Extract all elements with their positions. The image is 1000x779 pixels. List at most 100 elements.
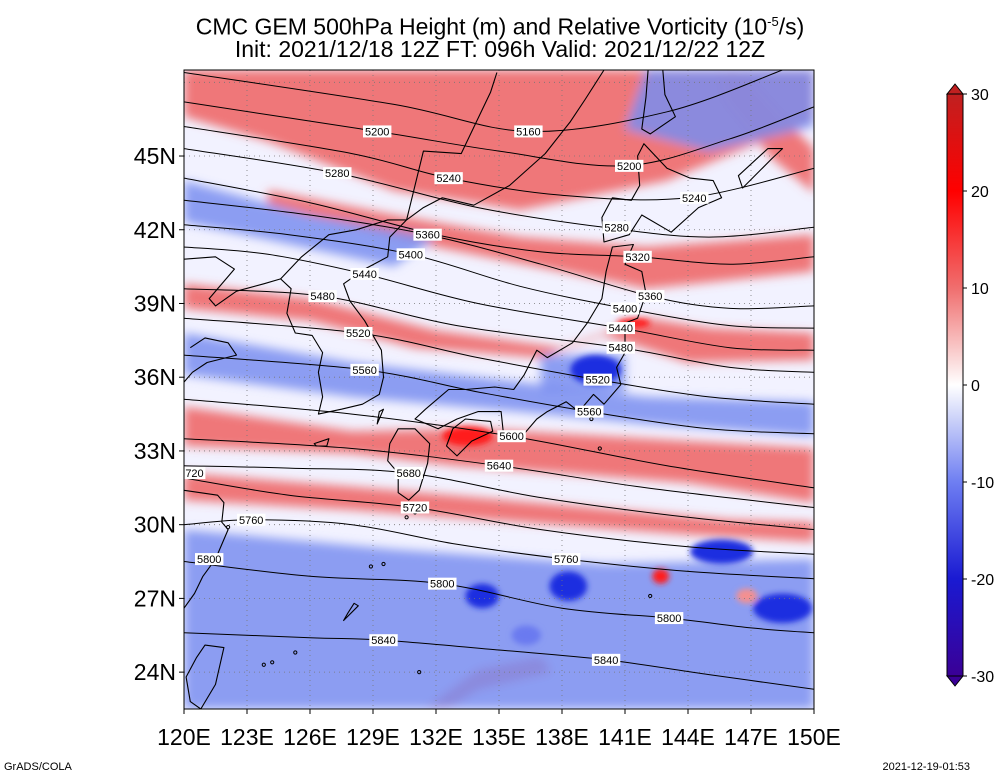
contour-label-box [623,250,652,263]
lat-tick-label: 36N [134,364,176,390]
lon-tick-label: 132E [409,724,463,750]
taiwan-coastline [185,644,225,709]
contour-label: 5720 [403,502,427,514]
china-south-coast-coastline [184,489,229,609]
contour-label-box [350,363,379,376]
contour-label: 5840 [371,635,395,647]
kuril-coastline [737,148,784,189]
lat-tick-label: 45N [134,143,176,169]
lon-tick-label: 150E [787,724,841,750]
tsushima-coastline [376,408,385,425]
lon-tick-label: 147E [724,724,778,750]
positive-vorticity-cell [736,588,758,604]
height-contour-5320 [184,177,814,265]
height-contour-5480 [184,288,814,373]
contour-label-box [394,467,423,480]
lon-tick-label: 144E [661,724,715,750]
colorbar-tick-label: -20 [971,572,994,589]
island [261,662,266,667]
lon-tick-label: 123E [220,724,274,750]
lat-tick-label: 30N [134,512,176,538]
software-credit: GrADS/COLA [4,761,72,773]
contour-label: 5400 [613,303,637,315]
colorbar-tick-label: -30 [971,669,994,686]
colorbar-tick-label: 30 [971,87,989,104]
contour-label: 5840 [594,655,618,667]
contour-labels: 5160 5200 5200 5240 5240 5280 5280 5320 5360 5360… [184,125,709,667]
colorbar-tick-label: -10 [971,475,994,492]
lat-tick-label: 27N [134,585,176,611]
contour-label: 5520 [585,375,609,387]
contour-label-box [400,501,430,514]
lat-tick-label: 42N [134,217,176,243]
china-russia-border-coastline [406,72,498,221]
island [648,593,653,599]
height-contour-5840 [184,632,814,690]
contour-label: 5560 [352,365,376,377]
lon-tick-label: 126E [283,724,337,750]
colorbar-tick-label: 10 [971,281,989,298]
jeju-coastline [313,438,330,447]
contour-label-box [344,326,373,339]
contour-label-box [606,322,635,335]
contour-label: 5680 [396,468,420,480]
height-contour-5200 [184,101,814,167]
contour-label-box [680,191,709,204]
contour-label-box [484,459,514,472]
contour-label-box [413,228,442,241]
positive-vorticity-band [184,406,814,503]
sakhalin-coastline [641,70,676,135]
island [404,515,409,520]
negative-vorticity-cell [549,571,588,601]
lon-tick-label: 141E [598,724,652,750]
contour-label-box [583,373,612,386]
positive-vorticity-cell [652,568,670,584]
generation-timestamp: 2021-12-19-01:53 [882,761,970,773]
contour-label-box [350,267,379,280]
contour-label-box [369,634,398,647]
contour-label-box [323,167,352,180]
contour-label-box [606,341,635,354]
contour-label: 5640 [487,461,511,473]
contour-label: 5480 [609,343,633,355]
asia-coast-south-coastline [184,337,238,383]
contour-label-box [497,430,526,443]
contour-label-box [363,125,392,138]
colorbar-max-arrow [945,83,965,95]
height-contour-5560 [184,354,814,435]
contour-label: 5200 [617,161,641,173]
lon-tick-label: 129E [346,724,400,750]
colorbar-tick-label: 20 [971,184,989,201]
negative-vorticity-cell [690,539,754,564]
lat-tick-label: 33N [134,438,176,464]
map-title-line-2: Init: 2021/12/18 12Z FT: 096h Valid: 202… [234,36,766,62]
height-contour-5400 [184,224,814,329]
island [381,561,386,567]
contour-label-box [237,513,266,526]
island [417,670,422,675]
contour-label: 5440 [609,323,633,335]
island [226,525,231,530]
contour-label-box [575,405,604,418]
positive-vorticity-band [184,473,814,542]
height-contour-5360 [184,199,814,310]
height-contour-5280 [184,148,814,238]
island [597,446,602,451]
contour-label-box [654,612,684,625]
height-contour-5520 [184,317,814,405]
map-title-line-1: CMC GEM 500hPa Height (m) and Relative V… [195,13,805,40]
positive-vorticity-band [268,190,814,289]
contour-label: 5800 [197,554,221,566]
lat-lon-gridlines [184,70,814,709]
colorbar-min-arrow [945,675,965,687]
contour-label: 5440 [352,269,376,281]
contour-label-box [184,467,206,480]
contour-label-box [195,553,224,566]
positive-vorticity-band [184,283,814,363]
contour-label: 5160 [516,126,540,138]
contour-label: 5480 [310,291,334,303]
lon-tick-label: 138E [535,724,589,750]
contour-label: 5560 [577,407,601,419]
korea-china-border-coastline [280,219,407,280]
